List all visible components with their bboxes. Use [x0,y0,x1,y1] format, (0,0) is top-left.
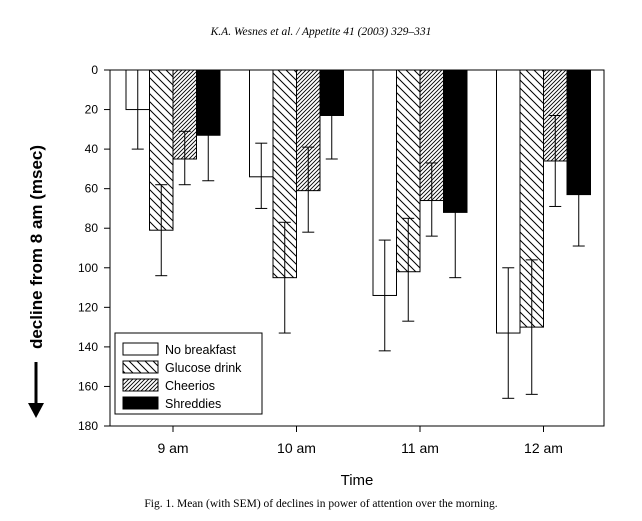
legend-label: Cheerios [165,379,215,393]
legend-swatch [122,396,159,410]
legend-label: Glucose drink [165,361,242,375]
y-tick-label: 40 [85,142,99,156]
legend-swatch [122,342,159,356]
legend: No breakfast Glucose drink Cheerios Shreddi… [114,332,263,415]
x-tick-label: 9 am [157,440,188,456]
x-tick-label: 12 am [524,440,563,456]
y-tick-label: 160 [78,379,98,393]
y-tick-label: 120 [78,300,98,314]
down-arrow-icon [28,362,44,418]
legend-swatch [122,378,159,392]
y-tick-label: 20 [85,103,99,117]
x-tick-label: 10 am [277,440,316,456]
y-axis-title: decline from 8 am (msec) [27,145,46,349]
y-tick-label: 0 [91,63,98,77]
legend-label: No breakfast [165,343,236,357]
legend-label: Shreddies [165,397,221,411]
journal-header: K.A. Wesnes et al. / Appetite 41 (2003) … [210,26,432,38]
legend-swatch [122,360,159,374]
x-tick-label: 11 am [401,440,439,456]
y-tick-label: 100 [78,261,98,275]
figure-caption: Fig. 1. Mean (with SEM) of declines in p… [144,498,498,510]
x-axis-title: Time [341,472,374,489]
y-tick-label: 80 [85,221,99,235]
y-tick-label: 180 [78,419,98,433]
plot-frame [109,69,605,427]
y-tick-label: 140 [78,340,98,354]
y-tick-label: 60 [85,182,99,196]
